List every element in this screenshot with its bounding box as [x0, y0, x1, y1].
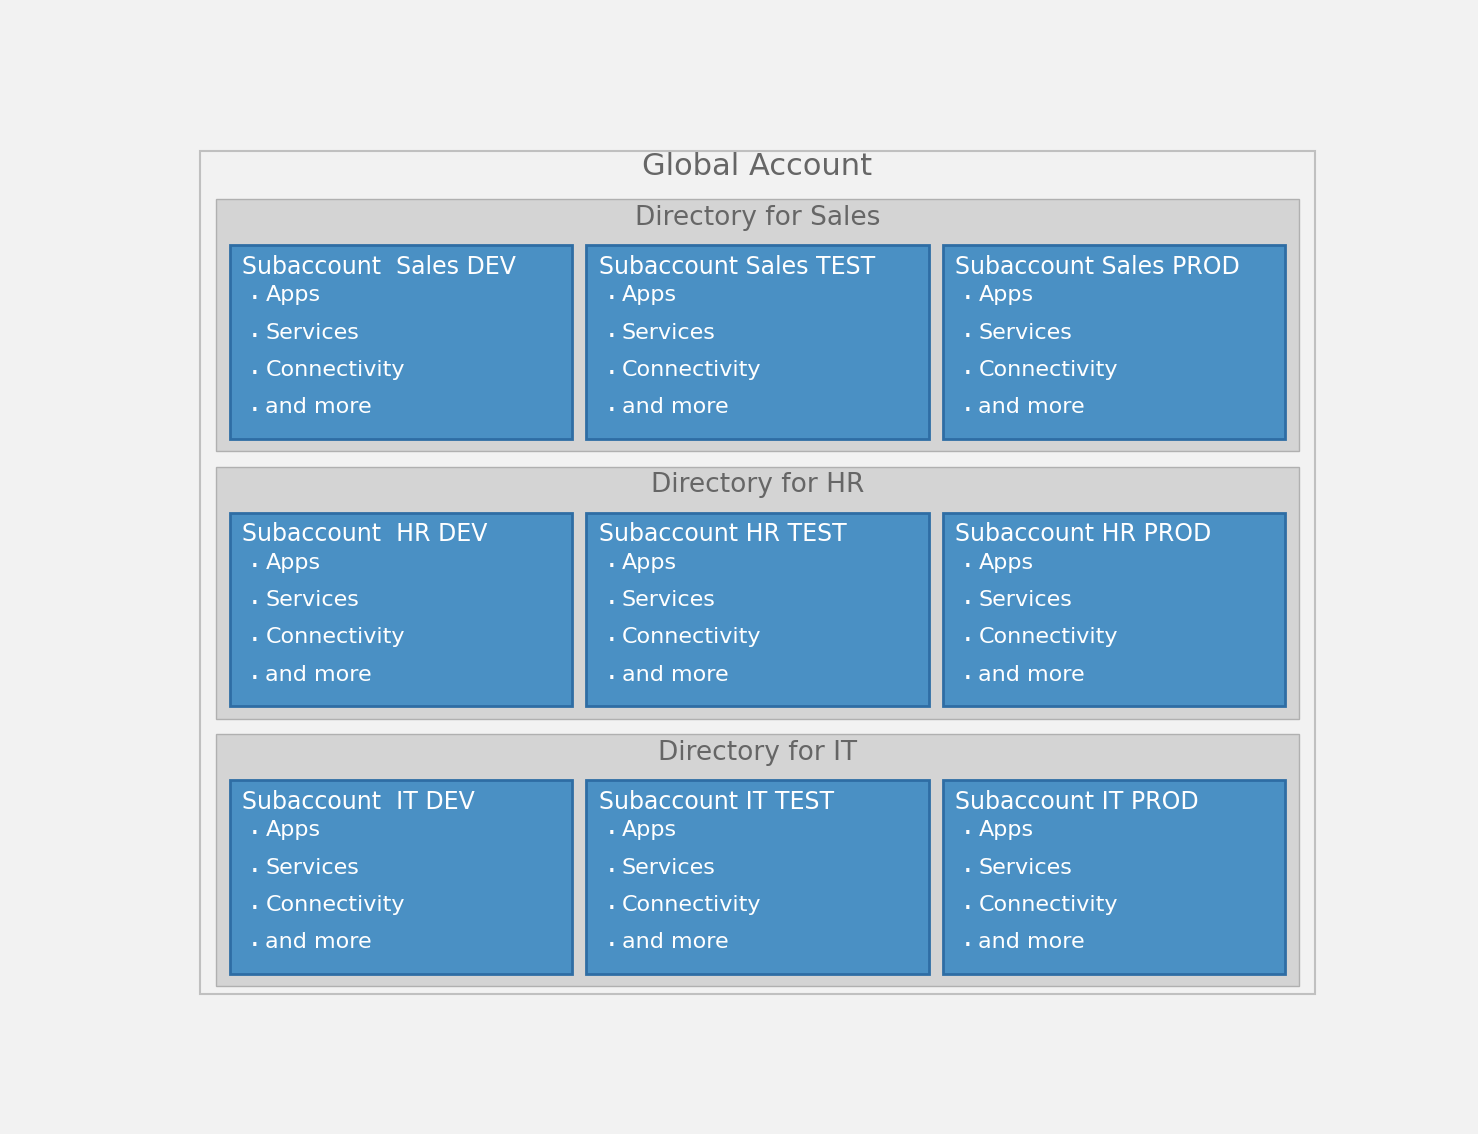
Text: ·: ·	[250, 590, 260, 619]
Text: Services: Services	[978, 323, 1072, 342]
FancyBboxPatch shape	[216, 467, 1299, 719]
Text: ·: ·	[606, 895, 616, 924]
FancyBboxPatch shape	[943, 513, 1286, 706]
Text: ·: ·	[962, 323, 973, 352]
Text: Connectivity: Connectivity	[978, 627, 1117, 648]
Text: Subaccount HR PROD: Subaccount HR PROD	[955, 522, 1212, 547]
Text: ·: ·	[250, 857, 260, 887]
Text: Subaccount IT PROD: Subaccount IT PROD	[955, 789, 1199, 813]
Text: ·: ·	[606, 359, 616, 389]
Text: ·: ·	[250, 286, 260, 314]
Text: Directory for HR: Directory for HR	[650, 472, 865, 498]
Text: Services: Services	[266, 323, 359, 342]
FancyBboxPatch shape	[216, 200, 1299, 451]
Text: ·: ·	[962, 895, 973, 924]
Text: ·: ·	[606, 820, 616, 849]
Text: and more: and more	[622, 665, 729, 685]
FancyBboxPatch shape	[216, 734, 1299, 987]
Text: Apps: Apps	[978, 553, 1033, 573]
Text: and more: and more	[266, 665, 372, 685]
Text: Apps: Apps	[622, 553, 677, 573]
Text: ·: ·	[962, 286, 973, 314]
Text: and more: and more	[978, 397, 1085, 417]
Text: ·: ·	[606, 323, 616, 352]
Text: Services: Services	[978, 857, 1072, 878]
Text: Apps: Apps	[978, 820, 1033, 840]
Text: ·: ·	[250, 359, 260, 389]
Text: and more: and more	[622, 397, 729, 417]
FancyBboxPatch shape	[229, 245, 572, 439]
Text: Services: Services	[266, 590, 359, 610]
Text: ·: ·	[606, 286, 616, 314]
FancyBboxPatch shape	[229, 513, 572, 706]
Text: Subaccount Sales TEST: Subaccount Sales TEST	[599, 255, 875, 279]
Text: Connectivity: Connectivity	[266, 359, 405, 380]
Text: Apps: Apps	[266, 820, 321, 840]
Text: ·: ·	[250, 627, 260, 657]
Text: and more: and more	[266, 932, 372, 953]
Text: Subaccount IT TEST: Subaccount IT TEST	[599, 789, 834, 813]
Text: Apps: Apps	[266, 553, 321, 573]
Text: and more: and more	[978, 665, 1085, 685]
Text: ·: ·	[962, 857, 973, 887]
Text: Connectivity: Connectivity	[622, 627, 761, 648]
Text: ·: ·	[606, 665, 616, 694]
Text: ·: ·	[606, 857, 616, 887]
Text: Directory for IT: Directory for IT	[658, 739, 857, 765]
Text: ·: ·	[962, 820, 973, 849]
FancyBboxPatch shape	[587, 513, 928, 706]
Text: Apps: Apps	[978, 286, 1033, 305]
Text: Connectivity: Connectivity	[978, 359, 1117, 380]
Text: Connectivity: Connectivity	[978, 895, 1117, 915]
Text: Services: Services	[622, 323, 715, 342]
Text: and more: and more	[622, 932, 729, 953]
Text: ·: ·	[606, 590, 616, 619]
FancyBboxPatch shape	[943, 245, 1286, 439]
Text: Apps: Apps	[622, 286, 677, 305]
Text: ·: ·	[962, 553, 973, 582]
Text: Services: Services	[266, 857, 359, 878]
Text: ·: ·	[962, 359, 973, 389]
Text: Connectivity: Connectivity	[266, 895, 405, 915]
Text: and more: and more	[978, 932, 1085, 953]
Text: ·: ·	[962, 932, 973, 960]
Text: Subaccount  IT DEV: Subaccount IT DEV	[242, 789, 474, 813]
Text: Subaccount  HR DEV: Subaccount HR DEV	[242, 522, 488, 547]
Text: ·: ·	[250, 932, 260, 960]
Text: ·: ·	[962, 590, 973, 619]
Text: ·: ·	[250, 397, 260, 426]
Text: ·: ·	[606, 553, 616, 582]
Text: Subaccount HR TEST: Subaccount HR TEST	[599, 522, 847, 547]
Text: Connectivity: Connectivity	[622, 895, 761, 915]
Text: Services: Services	[622, 590, 715, 610]
Text: Directory for Sales: Directory for Sales	[634, 205, 881, 230]
Text: Subaccount Sales PROD: Subaccount Sales PROD	[955, 255, 1240, 279]
Text: Apps: Apps	[622, 820, 677, 840]
Text: ·: ·	[962, 627, 973, 657]
Text: Subaccount  Sales DEV: Subaccount Sales DEV	[242, 255, 516, 279]
Text: ·: ·	[606, 932, 616, 960]
Text: ·: ·	[250, 895, 260, 924]
FancyBboxPatch shape	[587, 245, 928, 439]
Text: Connectivity: Connectivity	[622, 359, 761, 380]
Text: ·: ·	[250, 553, 260, 582]
Text: ·: ·	[962, 665, 973, 694]
Text: ·: ·	[250, 665, 260, 694]
FancyBboxPatch shape	[587, 780, 928, 974]
Text: ·: ·	[962, 397, 973, 426]
Text: Services: Services	[978, 590, 1072, 610]
Text: ·: ·	[250, 323, 260, 352]
Text: Global Account: Global Account	[643, 152, 872, 181]
Text: ·: ·	[606, 627, 616, 657]
Text: ·: ·	[250, 820, 260, 849]
Text: Services: Services	[622, 857, 715, 878]
FancyBboxPatch shape	[200, 152, 1315, 993]
Text: and more: and more	[266, 397, 372, 417]
Text: Connectivity: Connectivity	[266, 627, 405, 648]
FancyBboxPatch shape	[229, 780, 572, 974]
Text: Apps: Apps	[266, 286, 321, 305]
Text: ·: ·	[606, 397, 616, 426]
FancyBboxPatch shape	[943, 780, 1286, 974]
